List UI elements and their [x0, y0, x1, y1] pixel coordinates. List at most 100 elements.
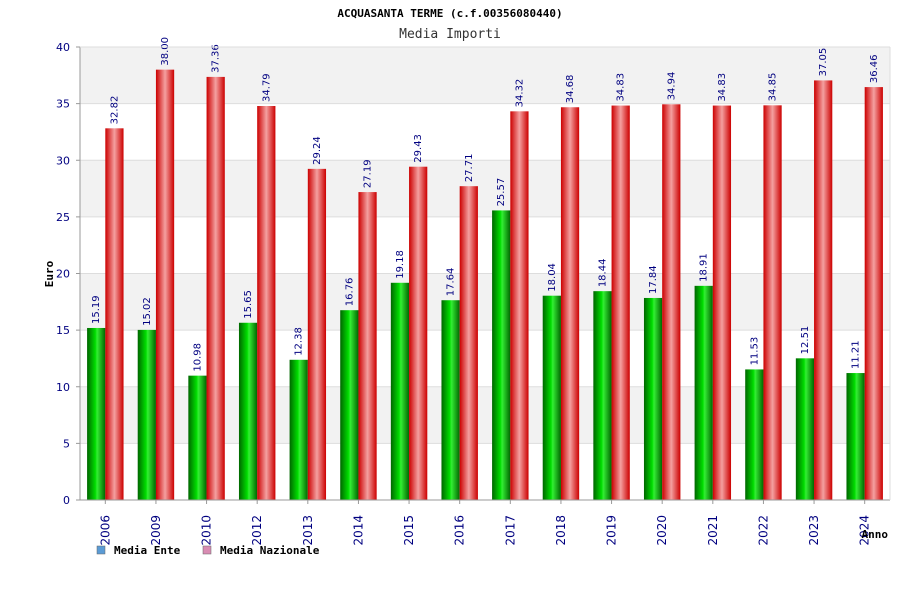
x-tick-label: 2017 — [503, 515, 517, 546]
data-label: 34.85 — [768, 73, 779, 102]
data-label: 34.79 — [261, 73, 272, 102]
x-tick-label: 2016 — [453, 515, 467, 546]
bar-media-ente-2015 — [390, 282, 410, 500]
data-label: 34.94 — [666, 72, 677, 101]
bar-media-nazionale-2015 — [409, 166, 428, 500]
data-label: 32.82 — [109, 96, 120, 125]
data-label: 34.68 — [565, 75, 576, 104]
x-axis-ticks: 2006 2009 2010 2012 2013 2014 2015 2016 2017 2018… — [98, 500, 872, 546]
x-tick-label: 2023 — [807, 515, 821, 546]
bar-media-nazionale-2021 — [712, 105, 732, 501]
data-label: 37.36 — [211, 44, 222, 73]
x-tick-label: 2022 — [756, 515, 770, 546]
bar-media-nazionale-2014 — [358, 192, 377, 501]
data-label: 12.51 — [800, 326, 811, 355]
data-label: 15.02 — [142, 297, 153, 326]
y-tick-label: 35 — [56, 98, 70, 111]
bar-media-ente-2014 — [340, 310, 359, 500]
data-label: 11.53 — [749, 337, 760, 366]
data-label: 16.76 — [344, 278, 355, 307]
x-tick-label: 2020 — [655, 515, 669, 546]
data-label: 29.24 — [312, 136, 323, 165]
bar-media-ente-2016 — [441, 300, 460, 500]
bar-media-ente-2021 — [694, 285, 713, 500]
x-tick-label: 2024 — [858, 515, 872, 546]
x-tick-label: 2015 — [402, 515, 416, 546]
legend-swatch-media-ente — [96, 545, 106, 555]
data-label: 34.83 — [616, 73, 627, 102]
bar-media-nazionale-2023 — [814, 80, 833, 500]
bar-media-ente-2024 — [846, 373, 865, 500]
data-label: 27.19 — [363, 159, 374, 188]
data-label: 36.46 — [869, 54, 880, 83]
data-label: 10.98 — [192, 343, 203, 372]
bar-media-ente-2006 — [87, 327, 106, 500]
y-tick-label: 0 — [63, 494, 70, 507]
bar-media-nazionale-2024 — [864, 87, 883, 500]
bar-media-nazionale-2010 — [206, 76, 225, 500]
bar-media-ente-2023 — [795, 358, 815, 500]
data-labels: 15.19 32.82 15.02 38.00 10.98 37.36 15.65 34.79… — [91, 37, 880, 372]
x-tick-label: 2012 — [250, 515, 264, 546]
data-label: 19.18 — [395, 250, 406, 279]
bar-media-ente-2010 — [188, 375, 207, 500]
legend-label: Media Nazionale — [220, 544, 320, 557]
legend-label: Media Ente — [114, 544, 181, 557]
bar-media-nazionale-2013 — [307, 168, 327, 500]
x-tick-label: 2014 — [351, 515, 365, 546]
bar-media-ente-2013 — [289, 359, 308, 500]
data-label: 18.04 — [547, 263, 558, 292]
data-label: 17.84 — [648, 265, 659, 294]
bar-media-nazionale-2012 — [257, 106, 276, 501]
data-label: 27.71 — [464, 154, 475, 183]
bar-media-ente-2018 — [542, 295, 561, 500]
bars — [87, 69, 883, 501]
bar-media-ente-2012 — [238, 322, 258, 500]
data-label: 11.21 — [851, 340, 862, 369]
bar-media-ente-2017 — [492, 210, 511, 501]
legend: Media Ente Media Nazionale — [96, 544, 320, 557]
y-tick-label: 5 — [63, 437, 70, 450]
data-label: 15.65 — [243, 290, 254, 319]
chart-subtitle: Media Importi — [399, 27, 501, 42]
x-tick-label: 2006 — [98, 515, 112, 546]
data-label: 17.64 — [446, 268, 457, 297]
data-label: 34.32 — [514, 79, 525, 108]
bar-media-nazionale-2018 — [560, 107, 580, 501]
bar-media-ente-2009 — [137, 329, 156, 500]
y-tick-label: 40 — [56, 41, 70, 54]
data-label: 15.19 — [91, 295, 102, 324]
data-label: 12.38 — [294, 327, 305, 356]
bar-media-nazionale-2009 — [155, 69, 175, 501]
bar-media-ente-2020 — [643, 297, 663, 500]
data-label: 18.44 — [597, 259, 608, 288]
y-tick-label: 25 — [56, 211, 70, 224]
bar-media-nazionale-2019 — [611, 105, 630, 501]
data-label: 37.05 — [818, 48, 829, 77]
x-tick-label: 2018 — [554, 515, 568, 546]
bar-media-ente-2022 — [745, 369, 764, 500]
y-tick-label: 20 — [56, 268, 70, 281]
bar-media-nazionale-2020 — [662, 104, 681, 500]
bar-media-nazionale-2006 — [105, 128, 124, 500]
data-label: 29.43 — [413, 134, 424, 163]
bar-media-nazionale-2016 — [459, 186, 478, 500]
x-tick-label: 2013 — [301, 515, 315, 546]
x-tick-label: 2019 — [605, 515, 619, 546]
x-tick-label: 2021 — [706, 515, 720, 546]
data-label: 18.91 — [699, 253, 710, 282]
y-tick-label: 10 — [56, 381, 70, 394]
y-tick-label: 30 — [56, 154, 70, 167]
x-tick-label: 2010 — [200, 515, 214, 546]
x-tick-label: 2009 — [149, 515, 163, 546]
data-label: 34.83 — [717, 73, 728, 102]
y-axis-label: Euro — [43, 260, 56, 287]
y-tick-label: 15 — [56, 324, 70, 337]
bar-media-nazionale-2022 — [763, 105, 782, 500]
data-label: 38.00 — [160, 37, 171, 66]
y-axis-ticks: 0 5 10 15 20 25 30 35 40 — [56, 41, 80, 507]
bar-media-ente-2019 — [593, 291, 612, 500]
x-axis-label: Anno — [862, 528, 889, 541]
